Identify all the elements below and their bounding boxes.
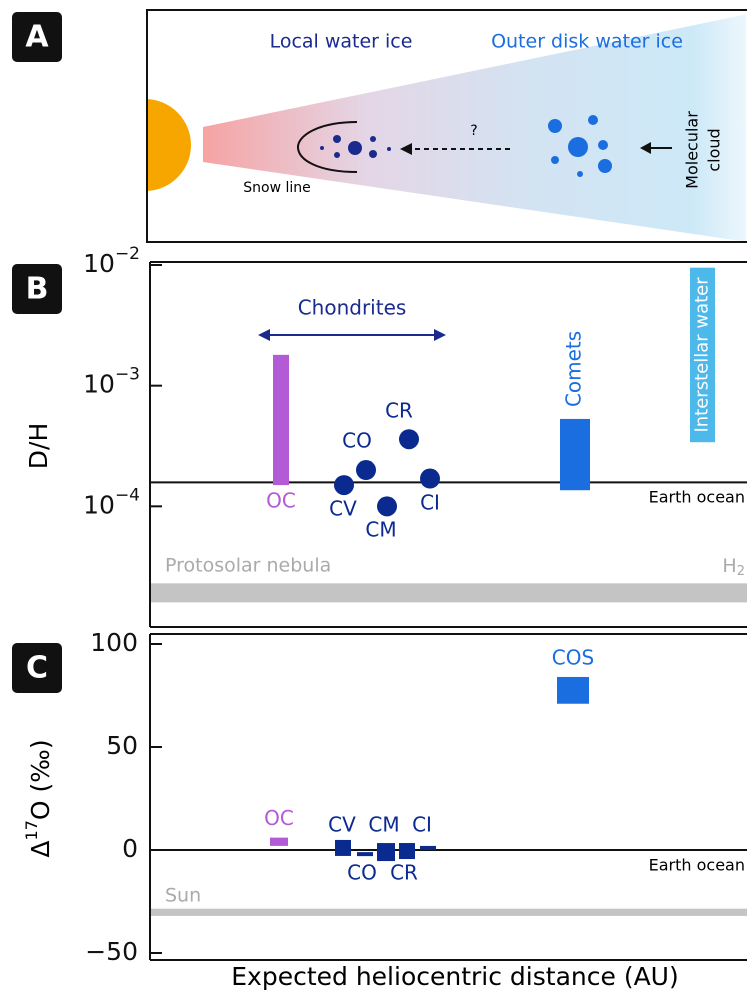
tick-exponent: −2 [115,244,140,264]
band-label: Protosolar nebula [165,555,331,577]
outer-ice-label: Outer disk water ice [491,31,683,53]
ylabel-part: O (‰) [26,739,55,820]
cloud-line: Molecular [683,111,702,189]
arrowhead [400,143,412,155]
point [334,475,354,496]
snow-line-curve [297,121,358,173]
panel-label: A [25,20,49,55]
band [150,583,747,603]
tick-text: 10 [83,490,115,519]
point-label: CR [390,861,418,885]
bar-label: Comets [562,331,586,407]
tick-text: −50 [85,937,138,966]
point-label: CR [385,399,413,423]
bar-label: Interstellar water [692,277,713,433]
range-bar [560,418,590,491]
tick-text: 100 [90,628,138,657]
point-label: CM [368,813,399,837]
range-bar [690,267,715,443]
y-tick-label: 10−4 [83,485,140,519]
outer-ice [548,115,612,177]
cloud-line: cloud [705,128,724,171]
range-bar [273,354,289,486]
point [399,843,415,860]
snow-line-label: Snow line [243,180,311,196]
point [377,843,395,862]
point [399,429,419,450]
bar-label: OC [266,489,296,513]
x-axis-label: Expected heliocentric distance (AU) [231,962,678,991]
panel-label: B [26,272,49,307]
point [335,839,351,856]
tick-exponent: −3 [115,365,140,385]
reference-label: Earth ocean [649,856,745,875]
band-species: H2 [722,555,745,579]
species: H [722,555,736,577]
panel-badge [12,643,62,693]
band-label: Sun [165,885,201,907]
point-label: CO [342,429,372,453]
point-label: CI [412,813,432,837]
ylabel-sup: 17 [22,820,41,840]
y-tick-label: 50 [106,731,138,760]
y-axis-label: Δ17O (‰) [22,739,56,857]
point-label: CO [347,861,377,885]
tick-text: 50 [106,731,138,760]
y-tick-label: 0 [122,834,138,863]
point-label: CI [420,491,440,515]
y-axis-label: D/H [24,423,53,469]
band [150,908,747,916]
arrowhead [434,329,446,341]
arrowhead [640,142,651,154]
panel-frame [146,9,747,243]
point [357,852,373,857]
range-bar [557,676,589,704]
reference-label: Earth ocean [649,488,745,507]
y-tick-label: 10−2 [83,244,140,278]
point [356,460,376,481]
tick-text: 10 [83,249,115,278]
point [420,845,436,850]
bar-label: OC [264,806,294,830]
group-label: Chondrites [298,296,407,320]
point-label: CM [365,518,396,542]
point-label: CV [329,497,357,521]
subscript: 2 [737,564,745,579]
ylabel-part: Δ [26,840,55,857]
local-ice [320,135,391,158]
y-tick-label: −50 [85,937,138,966]
y-tick-label: 10−3 [83,365,140,399]
panel-label: C [26,651,48,686]
panel-badge [12,264,62,314]
local-ice-label: Local water ice [270,31,413,53]
tick-text: 0 [122,834,138,863]
disk [203,14,746,241]
point [377,496,397,517]
cloud-label: Molecular cloud [683,111,724,189]
disk-diagram [148,14,746,241]
point [420,468,440,489]
bar-label: COS [552,645,594,669]
range-bar [270,837,288,846]
point-label: CV [328,813,356,837]
y-tick-label: 100 [90,628,138,657]
tick-text: 10 [83,370,115,399]
arrowhead [258,329,270,341]
panel-badge [12,12,62,62]
tick-exponent: −4 [115,485,140,505]
sun [148,99,191,191]
question-mark: ? [470,123,477,139]
